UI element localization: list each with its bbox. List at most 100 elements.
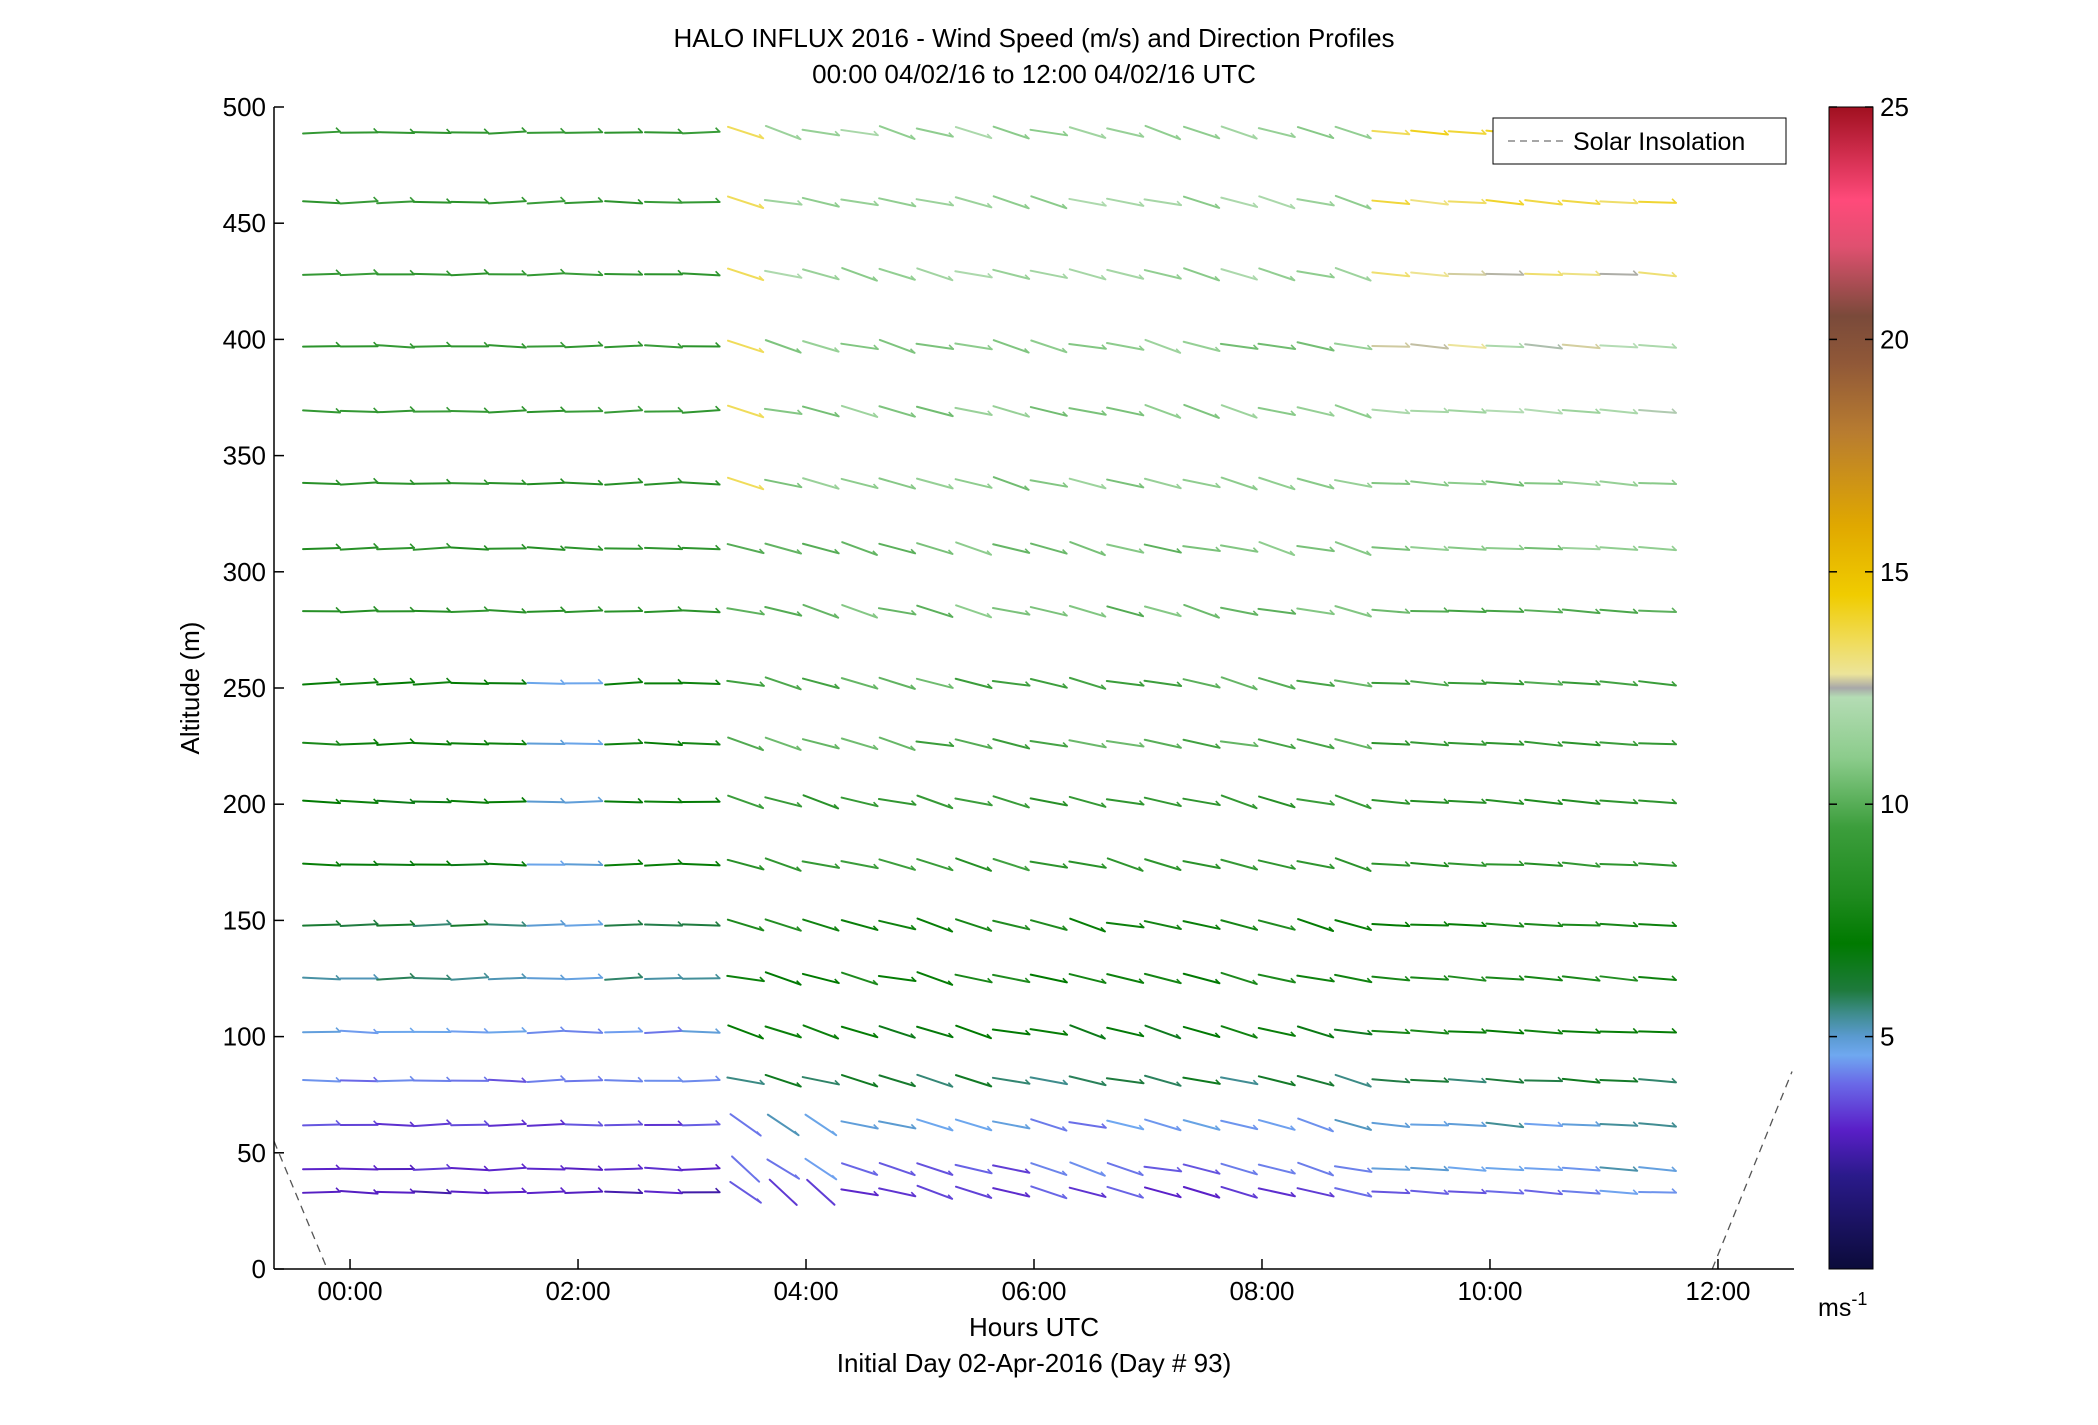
wind-barb	[1524, 607, 1564, 614]
wind-barb	[1296, 1025, 1335, 1039]
wind-barb	[604, 859, 644, 867]
wind-barb	[450, 606, 490, 613]
wind-barb	[1371, 1121, 1411, 1128]
wind-barb	[1029, 406, 1068, 417]
wind-barb	[1182, 478, 1221, 489]
wind-barb	[302, 740, 342, 746]
wind-barb	[1447, 1166, 1487, 1172]
wind-barb	[1447, 198, 1487, 205]
wind-barb	[1524, 1189, 1563, 1196]
wind-barb	[1561, 480, 1601, 487]
wind-barb	[1371, 1028, 1411, 1035]
wind-barb	[726, 339, 765, 354]
wind-barb	[954, 342, 993, 351]
wind-barb	[1106, 127, 1145, 138]
wind-barb	[526, 1164, 566, 1171]
wind-barb	[302, 861, 342, 867]
wind-barb	[1143, 605, 1182, 618]
wind-barb	[801, 128, 841, 137]
wind-barb	[1068, 1121, 1107, 1129]
wind-barb	[450, 798, 490, 804]
wind-barb	[1410, 407, 1450, 414]
wind-barb	[1334, 404, 1372, 419]
wind-barb	[1524, 1028, 1563, 1035]
wind-barb	[376, 677, 416, 686]
wind-barb	[1296, 1074, 1335, 1087]
wind-barbs	[302, 124, 1678, 1206]
wind-barb	[487, 543, 527, 550]
wind-barb	[1257, 127, 1296, 138]
wind-barb	[878, 542, 917, 555]
wind-barb	[1257, 973, 1296, 984]
wind-barb	[339, 268, 379, 277]
wind-barb	[681, 127, 721, 135]
wind-barb	[1561, 798, 1601, 805]
wind-barb	[1105, 680, 1145, 687]
wind-barb	[801, 738, 840, 750]
wind-barb	[376, 738, 416, 746]
wind-barb	[681, 1119, 721, 1127]
wind-barb	[915, 740, 955, 748]
wind-barb	[564, 1075, 604, 1083]
wind-barb	[1029, 860, 1069, 869]
wind-barb	[644, 198, 684, 204]
wind-barb	[1143, 972, 1182, 985]
wind-barb	[1371, 740, 1411, 746]
wind-barb	[1447, 1077, 1487, 1084]
wind-barb	[526, 545, 566, 551]
wind-barb	[412, 478, 452, 485]
wind-barb	[1334, 541, 1372, 556]
wind-barb	[1029, 740, 1069, 748]
wind-barb	[764, 606, 803, 617]
wind-barb	[1334, 1118, 1373, 1131]
wind-barb	[644, 406, 684, 413]
wind-barb	[1219, 740, 1259, 748]
wind-barb	[1030, 1118, 1068, 1132]
wind-barb	[1257, 342, 1297, 350]
wind-barb	[1410, 607, 1450, 613]
wind-barb	[526, 127, 566, 134]
wind-barb	[1106, 857, 1144, 872]
wind-barb	[1183, 403, 1220, 419]
wind-barb	[1220, 971, 1258, 986]
wind-barb	[802, 268, 840, 281]
wind-barb	[1029, 973, 1068, 984]
wind-barb	[1183, 267, 1221, 282]
wind-barb	[1485, 921, 1525, 928]
wind-barb	[450, 479, 490, 485]
wind-barb	[487, 1026, 527, 1034]
y-tick-label: 500	[223, 92, 266, 122]
x-tick-label: 06:00	[1001, 1276, 1066, 1306]
wind-barb	[1447, 740, 1487, 746]
legend-box	[1492, 117, 1787, 165]
wind-barb	[1030, 195, 1068, 210]
wind-barb	[450, 739, 490, 746]
wind-barb	[955, 604, 993, 619]
wind-barb	[764, 918, 802, 932]
wind-barb	[1485, 1165, 1525, 1172]
wind-barb	[801, 860, 841, 869]
wind-barb	[1561, 408, 1601, 414]
wind-barb	[1485, 407, 1525, 414]
wind-barb	[1447, 1028, 1487, 1034]
wind-barb	[1524, 861, 1564, 867]
wind-barb	[1143, 198, 1183, 207]
wind-barb	[763, 407, 803, 416]
wind-barb	[1371, 608, 1411, 614]
wind-barb	[1258, 541, 1296, 557]
x-tick-label: 02:00	[545, 1276, 610, 1306]
x-tick-label: 12:00	[1685, 1276, 1750, 1306]
wind-barb	[487, 860, 527, 867]
wind-barb	[878, 858, 916, 871]
wind-barb	[1296, 1187, 1335, 1198]
wind-barb	[376, 196, 416, 205]
solar-insolation-right	[1711, 1071, 1793, 1269]
wind-barb	[412, 739, 452, 746]
wind-barb	[526, 1026, 566, 1035]
wind-barb	[487, 126, 527, 135]
wind-barb	[1599, 198, 1639, 205]
wind-barb	[1068, 407, 1107, 416]
wind-barb	[1599, 270, 1639, 276]
wind-barb	[1029, 1076, 1069, 1086]
wind-barb	[526, 739, 566, 746]
